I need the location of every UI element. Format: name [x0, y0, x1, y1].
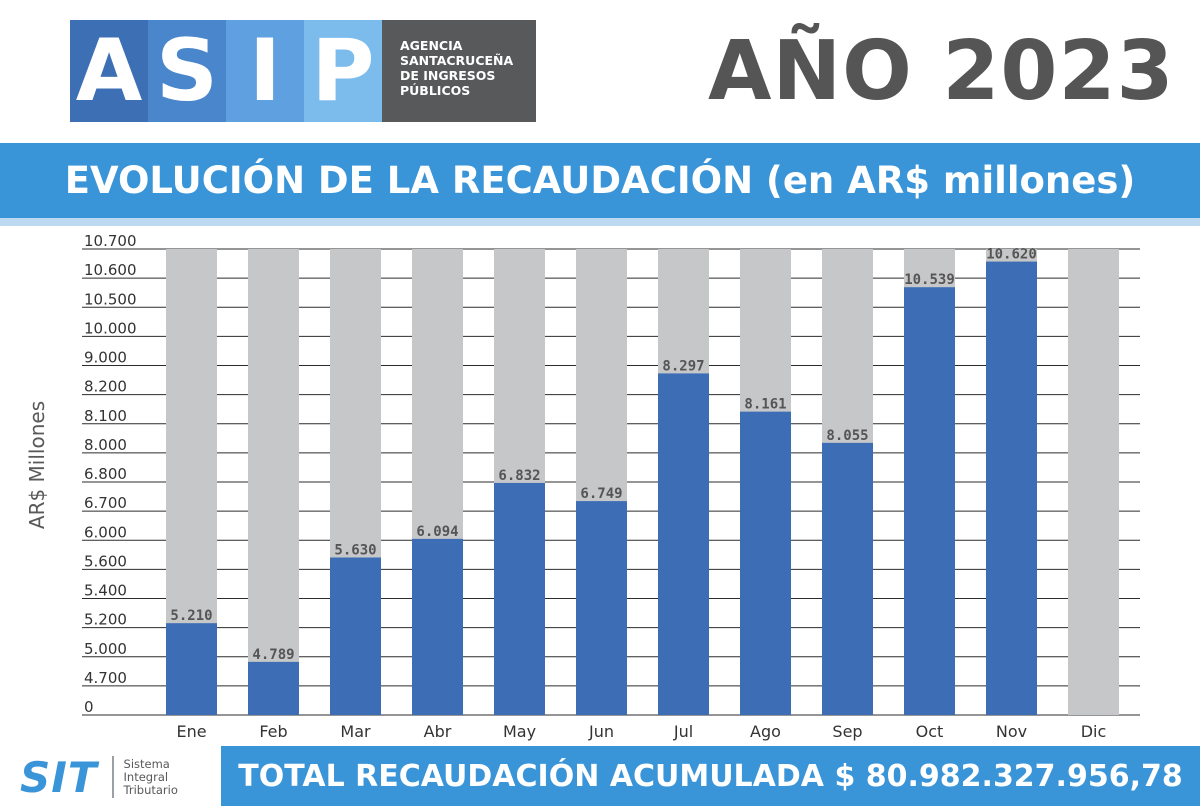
x-tick-label: Ene [176, 722, 206, 741]
chart-title: EVOLUCIÓN DE LA RECAUDACIÓN (en AR$ mill… [64, 159, 1136, 202]
sit-line: Integral [123, 769, 169, 784]
y-axis-label: AR$ Millones [25, 401, 49, 529]
asip-logo: A S I P AGENCIA SANTACRUCEÑA DE INGRESOS… [70, 20, 536, 122]
x-tick-label: Dic [1081, 722, 1107, 741]
agency-line: PÚBLICOS [400, 83, 471, 98]
x-tick-label: Ago [750, 722, 781, 741]
data-label: 5.630 [334, 542, 376, 558]
logo-letter-s: S [148, 20, 226, 122]
y-tick-label: 6.800 [84, 465, 127, 483]
data-label: 6.094 [416, 524, 458, 540]
bar [248, 661, 299, 715]
y-tick-label: 10.000 [84, 319, 137, 337]
logo-letter-a: A [70, 20, 148, 122]
sit-description: Sistema Integral Tributario [123, 756, 178, 797]
bar [576, 501, 627, 715]
data-label: 8.055 [826, 428, 868, 444]
sit-logo: SIT Sistema Integral Tributario [20, 752, 178, 802]
bar [166, 623, 217, 715]
agency-name: AGENCIA SANTACRUCEÑA DE INGRESOS PÚBLICO… [382, 20, 536, 122]
x-tick-label: Mar [340, 722, 371, 741]
y-tick-label: 5.200 [84, 611, 127, 629]
x-tick-label: Jul [673, 722, 693, 741]
x-tick-label: Abr [424, 722, 452, 741]
sit-line: Tributario [123, 782, 178, 797]
data-label: 5.210 [170, 608, 212, 624]
data-label: 8.161 [744, 397, 786, 413]
bar [986, 261, 1037, 715]
x-tick-label: Feb [259, 722, 287, 741]
chart-title-banner: EVOLUCIÓN DE LA RECAUDACIÓN (en AR$ mill… [0, 143, 1200, 226]
bar-background [1068, 249, 1119, 715]
y-tick-label: 5.600 [84, 552, 127, 570]
x-tick-label: Sep [832, 722, 862, 741]
year-title: AÑO 2023 [708, 24, 1175, 119]
y-tick-label: 10.700 [84, 232, 137, 250]
y-tick-label: 4.700 [84, 669, 127, 687]
data-label: 8.297 [662, 358, 704, 374]
y-tick-label: 6.700 [84, 494, 127, 512]
y-tick-label: 10.500 [84, 290, 137, 308]
total-banner: TOTAL RECAUDACIÓN ACUMULADA $ 80.982.327… [221, 746, 1200, 806]
bar-chart: 10.700 10.600 10.500 10.000 9.000 8.200 8.100 8… [25, 232, 1140, 741]
bar [904, 287, 955, 715]
sit-line: Sistema [123, 756, 170, 771]
bar [494, 482, 545, 715]
data-label: 4.789 [252, 647, 294, 663]
data-label: 10.539 [904, 272, 955, 288]
bar-background [248, 249, 299, 715]
y-tick-label: 8.000 [84, 436, 127, 454]
y-tick-label: 8.200 [84, 378, 127, 396]
agency-line: AGENCIA [400, 38, 463, 53]
y-tick-label: 9.000 [84, 349, 127, 367]
bar [658, 373, 709, 715]
x-tick-label: Nov [996, 722, 1027, 741]
agency-line: DE INGRESOS [400, 68, 496, 83]
y-tick-label: 10.600 [84, 261, 137, 279]
bar [412, 538, 463, 715]
y-tick-label: 5.400 [84, 582, 127, 600]
x-tick-label: Jun [588, 722, 614, 741]
y-tick-label: 6.000 [84, 523, 127, 541]
data-label: 6.749 [580, 486, 622, 502]
logo-letter-i: I [226, 20, 304, 122]
x-tick-label: Oct [916, 722, 944, 741]
bar [740, 411, 791, 715]
sit-mark: SIT [20, 752, 98, 802]
y-tick-label: 0 [84, 698, 94, 716]
sit-divider [111, 756, 114, 798]
data-label: 6.832 [498, 468, 540, 484]
bar [822, 442, 873, 715]
y-tick-label: 8.100 [84, 407, 127, 425]
x-tick-label: May [503, 722, 536, 741]
y-tick-label: 5.000 [84, 640, 127, 658]
logo-letter-p: P [304, 20, 382, 122]
bar [330, 557, 381, 715]
data-label: 10.620 [986, 247, 1037, 263]
total-label: TOTAL RECAUDACIÓN ACUMULADA $ 80.982.327… [238, 758, 1183, 794]
agency-line: SANTACRUCEÑA [400, 53, 514, 68]
